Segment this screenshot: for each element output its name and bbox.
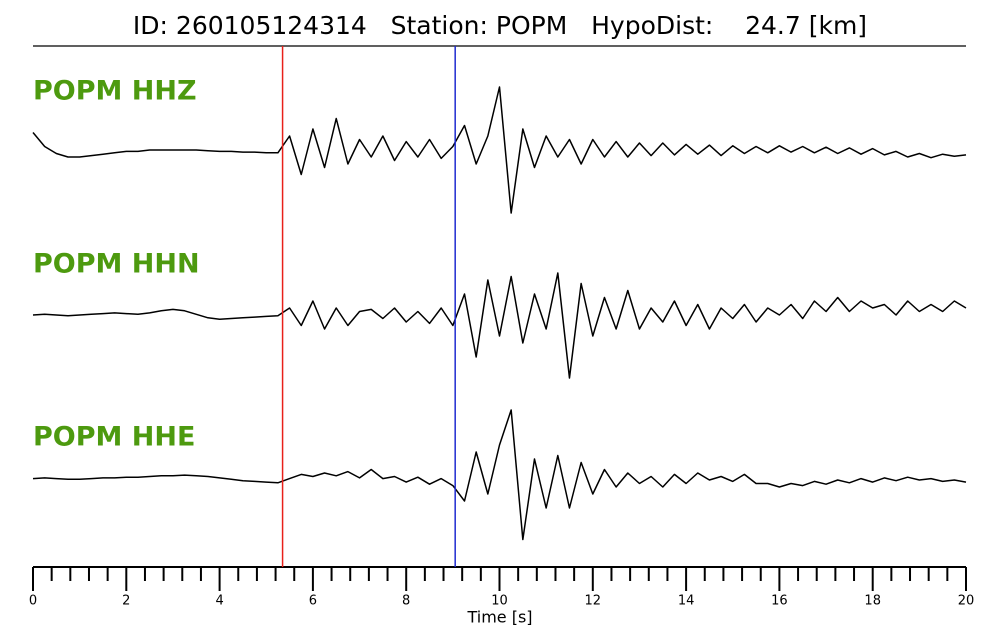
- trace-label: POPM HHE: [33, 422, 195, 453]
- trace: [32, 86, 967, 214]
- x-tick-label: 14: [678, 594, 695, 609]
- x-tick-label: 4: [215, 594, 223, 609]
- x-tick-label: 16: [771, 594, 788, 609]
- trace: [32, 272, 967, 379]
- x-tick-label: 20: [958, 594, 975, 609]
- x-tick-label: 10: [491, 594, 508, 609]
- x-tick-label: 2: [122, 594, 130, 609]
- x-tick-label: 0: [29, 594, 37, 609]
- trace-label: POPM HHN: [33, 249, 200, 280]
- x-tick-label: 8: [402, 594, 410, 609]
- x-tick-label: 6: [309, 594, 317, 609]
- trace-label: POPM HHZ: [33, 76, 197, 107]
- x-axis-label: Time [s]: [466, 608, 532, 627]
- x-tick-label: 18: [864, 594, 881, 609]
- trace: [32, 409, 967, 541]
- chart-title: ID: 260105124314 Station: POPM HypoDist:…: [133, 11, 867, 40]
- x-tick-label: 12: [585, 594, 602, 609]
